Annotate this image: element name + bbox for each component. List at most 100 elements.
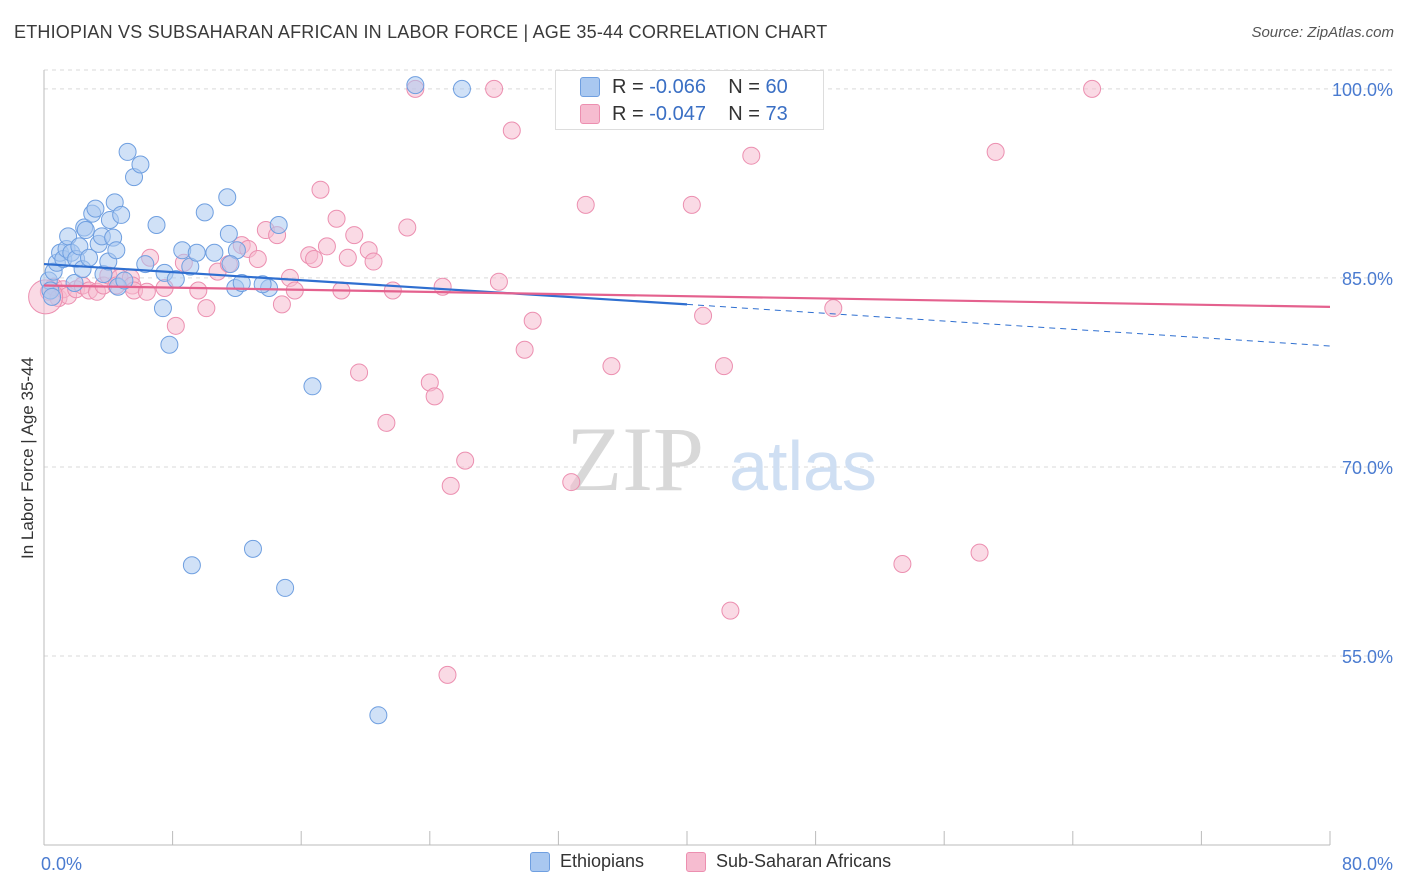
subsaharan-point (523, 311, 542, 330)
ethiopians-point (182, 556, 201, 575)
ethiopians-point (218, 188, 237, 207)
subsaharan-point (398, 218, 417, 237)
subsaharan-point (485, 79, 504, 98)
legend-item-subsaharan[interactable]: Sub-Saharan Africans (686, 851, 891, 872)
r-label: R = (612, 102, 650, 125)
ethiopians-point (269, 216, 288, 234)
subsaharan-point (742, 146, 761, 165)
n-value-ethiopians: 60 (765, 75, 788, 98)
subsaharan-point (137, 282, 156, 301)
subsaharan-point (425, 387, 444, 406)
ethiopians-point (243, 539, 262, 558)
legend-item-ethiopians[interactable]: Ethiopians (530, 851, 644, 872)
subsaharan-point (502, 121, 521, 140)
y-tick-label: 85.0% (1342, 269, 1393, 289)
ethiopians-trend-line (43, 262, 688, 306)
x-tick-label: 80.0% (1342, 854, 1393, 874)
watermark-zip: ZIP (566, 408, 704, 510)
ethiopians-point (195, 203, 214, 222)
source-note: Source: ZipAtlas.com (1251, 24, 1394, 41)
subsaharan-point (970, 543, 989, 562)
r-value-subsaharan: -0.047 (649, 102, 706, 125)
trend-lines (43, 262, 1331, 347)
ethiopians-point (219, 224, 238, 243)
ethiopians-point (118, 142, 137, 161)
ethiopians-point (452, 79, 471, 98)
ethiopians-point (65, 273, 84, 292)
correlation-legend: R = -0.066 N = 60 R = -0.047 N = 73 (555, 70, 824, 130)
ethiopians-point (112, 205, 131, 224)
subsaharan-point (305, 250, 324, 269)
ethiopians-swatch (580, 77, 600, 97)
ethiopians-point (43, 287, 62, 306)
subsaharan-point (714, 357, 733, 376)
ethiopians-point (136, 255, 155, 274)
subsaharan-point (682, 195, 701, 214)
subsaharan-swatch (580, 104, 600, 124)
subsaharan-point (986, 142, 1005, 161)
tick-labels: 55.0% 70.0% 85.0% 100.0% 0.0% 80.0% (41, 80, 1393, 874)
ethiopians-trend-extension (686, 303, 1331, 347)
subsaharan-trend-line (43, 284, 1331, 309)
subsaharan-point (694, 306, 713, 325)
ethiopians-legend-swatch (530, 851, 550, 872)
ethiopians-point (221, 255, 240, 274)
subsaharan-legend-swatch (686, 851, 706, 872)
subsaharan-point (438, 665, 457, 684)
subsaharan-point (576, 195, 595, 214)
legend-label-ethiopians: Ethiopians (560, 851, 645, 871)
series-ethiopians-points (39, 76, 471, 725)
subsaharan-point (562, 473, 581, 492)
y-tick-label: 100.0% (1332, 80, 1393, 100)
n-label: N = (728, 75, 766, 98)
ethiopians-point (303, 377, 322, 396)
watermark-atlas: atlas (729, 427, 877, 505)
subsaharan-point (441, 476, 460, 495)
subsaharan-point (364, 252, 383, 271)
subsaharan-point (602, 357, 621, 376)
subsaharan-point (377, 413, 396, 432)
series-subsaharan-points (28, 79, 1102, 684)
watermark: ZIP atlas (566, 408, 877, 510)
ethiopians-point (276, 578, 295, 597)
ethiopians-point (187, 243, 206, 262)
subsaharan-point (327, 209, 346, 228)
n-label: N = (728, 102, 766, 125)
n-value-subsaharan: 73 (765, 102, 788, 125)
r-value-ethiopians: -0.066 (649, 75, 706, 98)
chart-title: ETHIOPIAN VS SUBSAHARAN AFRICAN IN LABOR… (14, 22, 828, 42)
subsaharan-point (311, 180, 330, 199)
ethiopians-point (76, 221, 95, 240)
subsaharan-point (317, 237, 336, 256)
r-label: R = (612, 75, 650, 98)
subsaharan-point (1083, 79, 1102, 98)
ethiopians-point (86, 199, 105, 218)
ethiopians-point (147, 216, 166, 234)
axes (43, 70, 1331, 846)
ethiopians-point (205, 243, 224, 262)
subsaharan-point (345, 226, 364, 245)
ethiopians-point (107, 241, 126, 260)
subsaharan-point (489, 272, 508, 291)
ethiopians-point (369, 706, 388, 725)
subsaharan-point (515, 340, 534, 359)
ethiopians-point (131, 155, 150, 174)
ethiopians-point (153, 299, 172, 318)
subsaharan-point (338, 248, 357, 267)
legend-label-subsaharan: Sub-Saharan Africans (716, 851, 892, 871)
subsaharan-point (456, 451, 475, 470)
subsaharan-point (166, 316, 185, 335)
subsaharan-point (248, 250, 267, 269)
subsaharan-point (893, 554, 912, 573)
y-tick-label: 70.0% (1342, 458, 1393, 478)
subsaharan-point (350, 363, 369, 382)
ethiopians-point (232, 273, 251, 292)
ethiopians-point (406, 76, 425, 95)
subsaharan-point (272, 295, 291, 314)
ethiopians-point (160, 335, 179, 354)
x-tick-label: 0.0% (41, 854, 82, 874)
bottom-legend: Ethiopians Sub-Saharan Africans (0, 851, 1406, 877)
y-tick-label: 55.0% (1342, 647, 1393, 667)
subsaharan-point (189, 281, 208, 300)
